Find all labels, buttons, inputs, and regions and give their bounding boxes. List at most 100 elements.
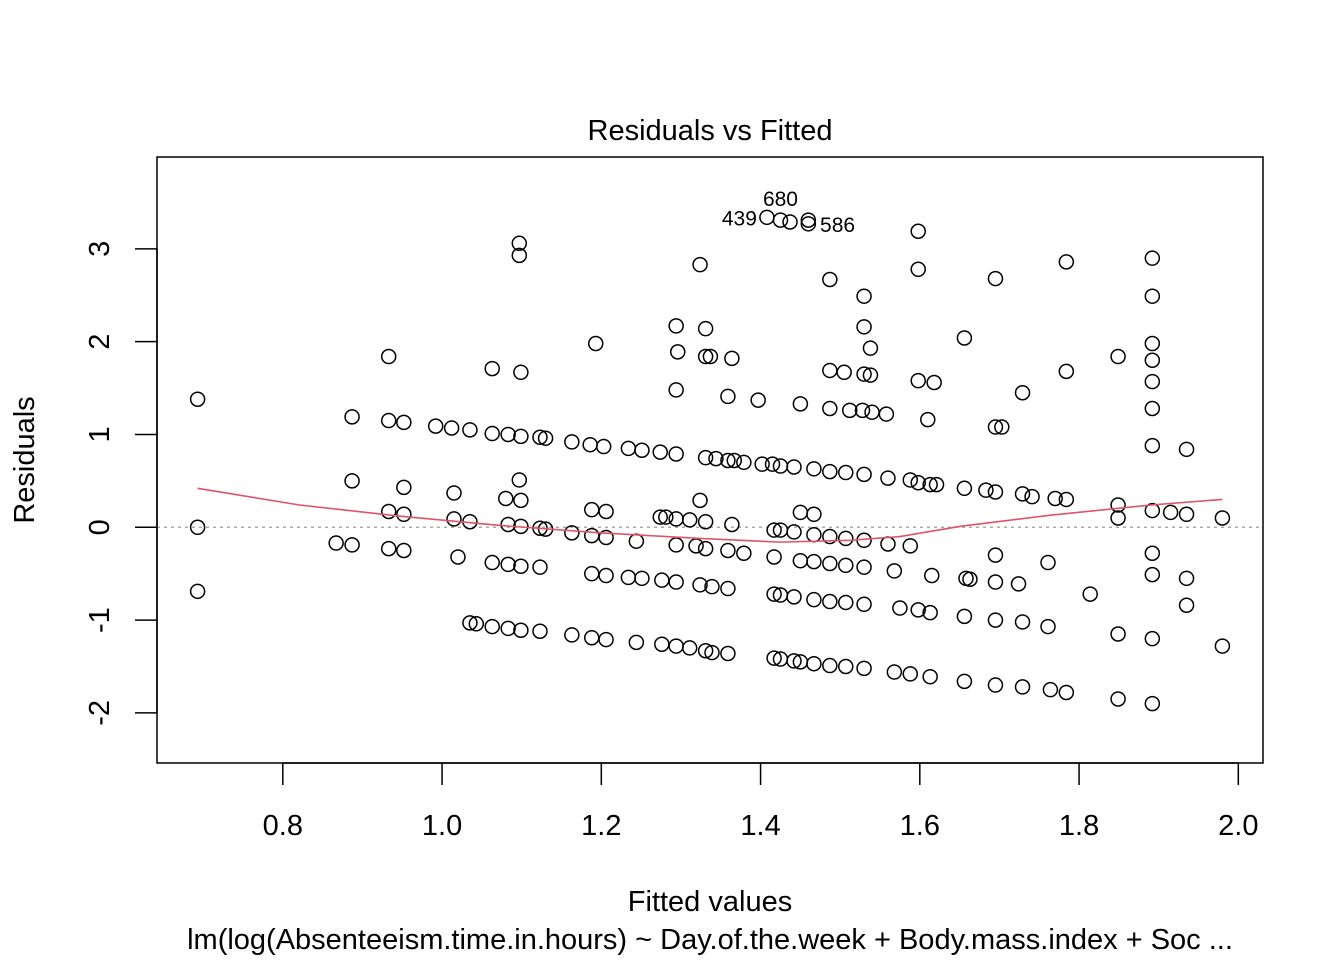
data-point	[652, 444, 668, 460]
data-point	[587, 335, 604, 352]
data-point	[864, 404, 880, 420]
x-axis: 0.8 1.0 1.2 1.4 1.6 1.8 2.0	[263, 762, 1258, 842]
data-point	[513, 492, 529, 509]
data-point	[1058, 491, 1075, 508]
data-point	[500, 516, 516, 533]
data-point	[513, 558, 529, 575]
data-point	[1024, 488, 1040, 505]
data-point	[620, 440, 637, 457]
data-point	[1144, 373, 1161, 390]
data-point	[910, 474, 926, 491]
data-point	[822, 593, 838, 610]
data-point	[994, 419, 1010, 435]
data-point	[922, 476, 938, 493]
data-point	[902, 666, 919, 682]
data-point	[987, 419, 1004, 435]
x-tick-label: 1.6	[900, 810, 940, 842]
data-point	[1144, 502, 1161, 519]
data-point	[892, 600, 908, 616]
plot-frame	[156, 156, 1264, 764]
data-point	[792, 396, 809, 412]
data-point	[1144, 566, 1161, 583]
data-point	[822, 463, 838, 480]
data-point	[668, 511, 684, 527]
data-point	[1178, 570, 1195, 587]
data-point	[822, 362, 838, 379]
data-point	[1144, 288, 1161, 304]
data-point	[1110, 691, 1126, 707]
data-point	[1082, 586, 1098, 602]
y-tick-label: 2	[84, 334, 116, 350]
data-point	[598, 631, 614, 648]
data-point	[924, 567, 940, 584]
data-point	[987, 677, 1004, 693]
data-point	[1144, 437, 1161, 454]
data-point	[396, 414, 412, 431]
data-point	[880, 470, 896, 486]
data-point	[956, 608, 973, 625]
data-point	[697, 513, 714, 530]
data-point	[1144, 352, 1161, 368]
data-point	[654, 636, 670, 652]
data-point	[681, 512, 698, 528]
data-point	[328, 535, 344, 551]
data-point	[532, 559, 548, 575]
data-point	[446, 511, 462, 527]
data-point	[1014, 486, 1031, 502]
data-point	[654, 572, 670, 588]
data-point	[468, 616, 485, 632]
data-point	[764, 456, 781, 472]
data-point	[484, 618, 500, 635]
point-label: 439	[722, 207, 757, 230]
point-label: 680	[763, 188, 798, 211]
smooth-line-layer	[197, 487, 1223, 543]
data-point	[800, 212, 817, 228]
data-point	[500, 556, 516, 573]
data-point	[532, 429, 548, 446]
lowess-smooth-line	[197, 487, 1223, 543]
data-point	[396, 479, 412, 496]
data-point	[1058, 363, 1075, 380]
data-point	[380, 540, 397, 557]
data-point	[792, 504, 809, 521]
data-point	[987, 270, 1004, 287]
data-point	[511, 235, 528, 252]
data-point	[822, 528, 838, 545]
y-axis-label: Residuals	[9, 396, 41, 523]
data-point	[500, 620, 516, 637]
data-point	[838, 557, 854, 574]
data-point	[902, 538, 919, 554]
data-point	[806, 461, 822, 477]
data-point	[584, 501, 600, 518]
data-point	[786, 524, 802, 540]
data-point	[856, 466, 872, 483]
data-point	[1058, 254, 1075, 270]
data-point	[462, 422, 478, 438]
data-point	[462, 615, 478, 631]
data-point	[670, 344, 686, 360]
data-point	[766, 650, 782, 666]
data-point	[697, 449, 714, 466]
data-point	[856, 319, 872, 335]
data-point	[1110, 510, 1126, 526]
data-point	[634, 570, 650, 587]
y-tick-label: -1	[84, 607, 116, 633]
data-point	[564, 627, 580, 643]
data-point	[886, 563, 903, 579]
data-point	[910, 602, 926, 618]
data-point	[598, 529, 614, 546]
data-point	[880, 536, 896, 552]
data-point	[681, 640, 698, 656]
data-point	[564, 525, 580, 541]
data-point	[956, 330, 973, 346]
data-point	[1040, 618, 1056, 635]
data-point	[962, 571, 978, 588]
data-point	[189, 391, 206, 407]
data-point	[1144, 335, 1161, 352]
data-point	[564, 434, 580, 450]
y-tick-label: 1	[84, 426, 116, 442]
data-point	[720, 542, 736, 559]
data-point	[822, 271, 838, 288]
data-point	[772, 212, 789, 228]
